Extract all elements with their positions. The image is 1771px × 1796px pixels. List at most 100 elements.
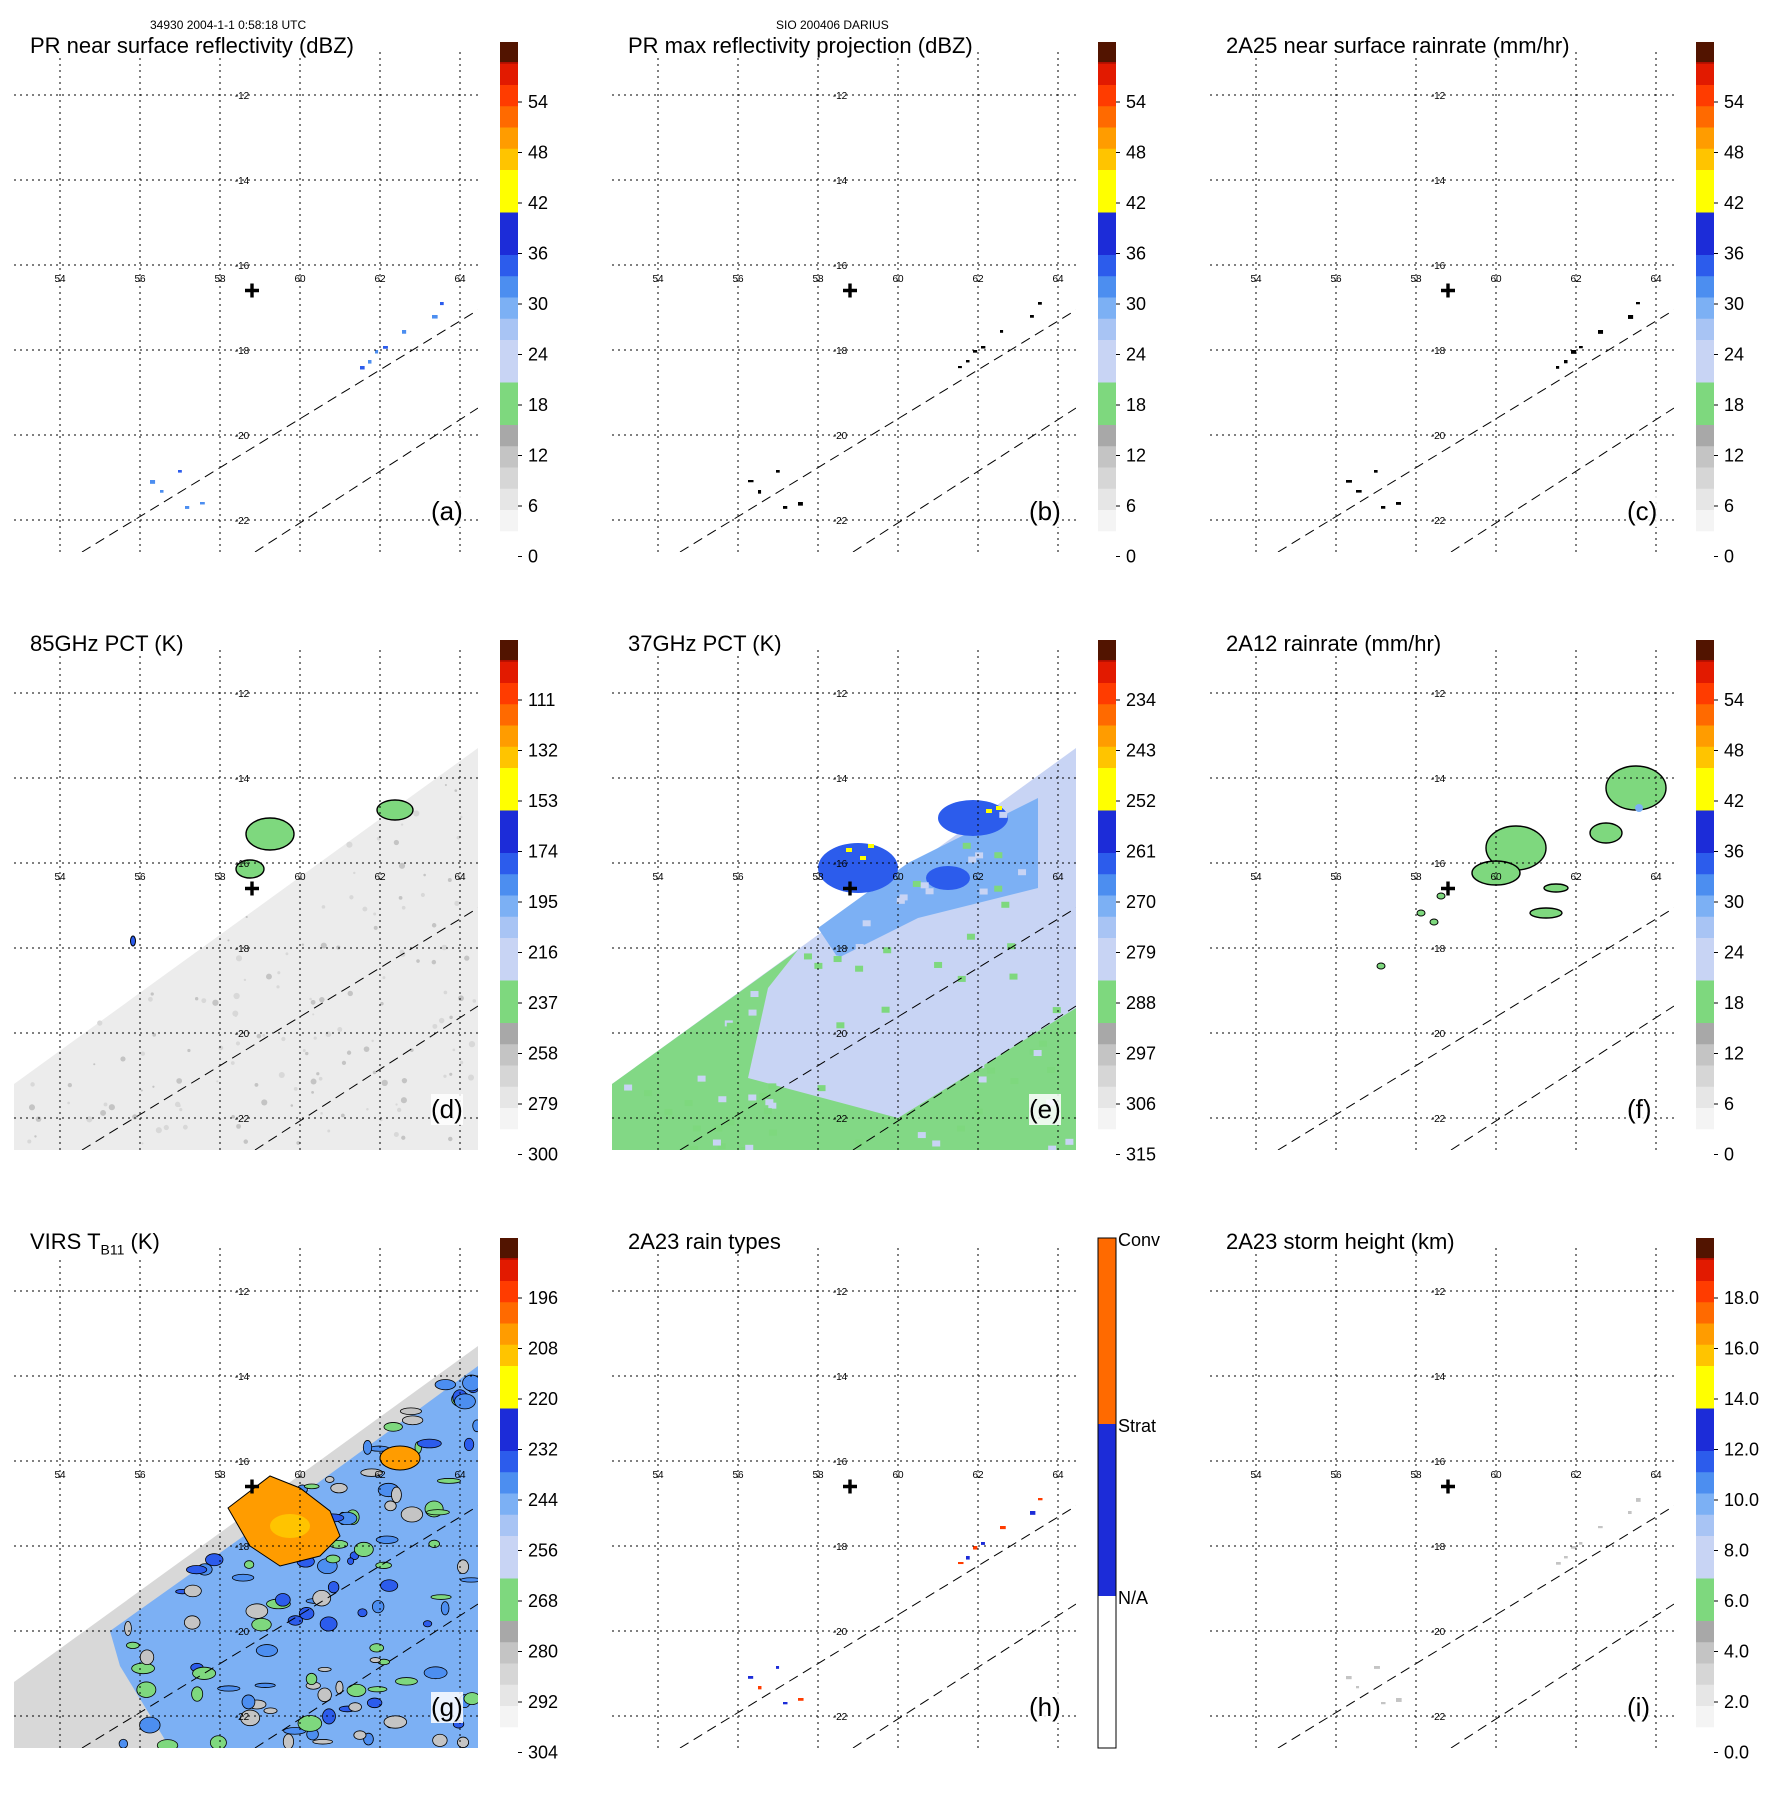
pct37-pixel xyxy=(934,961,943,968)
pct37-pixel xyxy=(697,1075,706,1082)
colorbar-label: 306 xyxy=(1126,1094,1156,1114)
panel-b-title: PR max reflectivity projection (dBZ) xyxy=(626,33,975,59)
lon-label: 64 xyxy=(1052,872,1064,883)
pct37-pixel xyxy=(624,1084,633,1091)
colorbar-band xyxy=(500,1365,518,1388)
pct85-pixel xyxy=(393,1131,399,1138)
lat-label: -22 xyxy=(1431,1114,1446,1125)
pct85-pixel xyxy=(179,1108,183,1112)
panel-d-title: 85GHz PCT (K) xyxy=(28,631,186,657)
pct85-pixel xyxy=(400,1097,407,1104)
colorbar-label: 18 xyxy=(1126,395,1146,415)
colorbar-band xyxy=(1696,1684,1714,1706)
lat-label: -18 xyxy=(833,1542,848,1553)
pct85-pixel xyxy=(459,1060,464,1065)
pct85-pixel xyxy=(398,862,406,869)
header-storm-id: SIO 200406 DARIUS xyxy=(776,18,889,32)
colorbar-label: 280 xyxy=(528,1642,558,1662)
colorbar-label: 0 xyxy=(1724,1145,1734,1165)
lat-label: -16 xyxy=(235,261,250,272)
colorbar-band xyxy=(500,212,518,234)
pr-echo xyxy=(973,350,978,353)
lat-label: -16 xyxy=(1431,261,1446,272)
panel-g-title: VIRS TB11 (K) xyxy=(28,1229,162,1258)
pct85-pixel xyxy=(148,996,153,1002)
pr-echo xyxy=(1030,315,1034,318)
virs-cloud-element xyxy=(432,1733,448,1747)
pct37-pixel xyxy=(964,944,973,951)
colorbar-band xyxy=(500,1280,518,1303)
colorbar-label: 6 xyxy=(1126,496,1136,516)
colorbar-band xyxy=(500,275,518,298)
colorbar: 111 132 153 174 195 216 237 258 279 300 xyxy=(500,640,558,1165)
lat-label: -22 xyxy=(1431,1712,1446,1723)
colorbar-label: 30 xyxy=(1724,294,1744,314)
pct37-pixel xyxy=(994,852,1003,859)
colorbar-label: 12 xyxy=(1724,1044,1744,1064)
virs-cloud-element xyxy=(325,1554,341,1564)
pct37-pixel xyxy=(748,1009,757,1016)
virs-cloud-element xyxy=(371,1600,385,1614)
pct85-pixel xyxy=(67,1101,71,1105)
colorbar-label: 42 xyxy=(528,193,548,213)
colorbar-label: 196 xyxy=(528,1288,558,1308)
colorbar-band xyxy=(1098,63,1116,85)
pct37-pixel xyxy=(1066,836,1075,843)
colorbar: 54 48 42 36 30 24 18 12 6 0 xyxy=(1098,42,1146,567)
lon-label: 64 xyxy=(454,872,466,883)
pct37-pixel xyxy=(957,975,966,982)
colorbar-label: 237 xyxy=(528,993,558,1013)
pct85-pixel xyxy=(456,835,461,840)
pr-echo xyxy=(958,1562,964,1565)
pct37-core xyxy=(996,806,1002,810)
pct37-pixel xyxy=(987,1067,996,1074)
pct37-pixel xyxy=(1038,1040,1047,1047)
virs-cloud-element xyxy=(357,1608,368,1618)
pct37-cold-cell xyxy=(938,800,1008,836)
colorbar-band xyxy=(1696,1301,1714,1324)
colorbar-band xyxy=(1696,1599,1714,1621)
pr-swath-edge xyxy=(679,1505,1076,1748)
lon-label: 58 xyxy=(1410,274,1422,285)
pct85-pixel xyxy=(310,1078,317,1085)
lat-label: -20 xyxy=(833,1029,848,1040)
lon-label: 58 xyxy=(812,872,824,883)
pct85-pixel xyxy=(373,912,377,916)
colorbar-label: 24 xyxy=(1724,345,1744,365)
pct37-pixel xyxy=(718,1096,727,1103)
pct37-core xyxy=(868,844,874,848)
lat-label: -20 xyxy=(235,431,250,442)
pct37-pixel xyxy=(692,1125,701,1132)
colorbar-band xyxy=(1696,233,1714,255)
pr-swath-edge xyxy=(1277,309,1674,552)
colorbar-band xyxy=(1696,1280,1714,1303)
panel-b-map: 54 56 58 60 62 64-12-14-16-18-20-225448423630… xyxy=(612,42,1146,567)
colorbar-label: 244 xyxy=(528,1490,558,1510)
storm-center-marker xyxy=(843,1479,857,1494)
colorbar-band xyxy=(1696,703,1714,726)
colorbar-band xyxy=(1098,318,1116,340)
pct37-pixel xyxy=(860,1014,869,1021)
rain-area xyxy=(1589,822,1623,844)
pct37-cold-cell xyxy=(926,866,970,890)
lon-label: 56 xyxy=(134,274,146,285)
lon-label: 54 xyxy=(1250,872,1262,883)
pct85-cold-cell xyxy=(245,817,295,851)
pct37-pixel xyxy=(690,1145,699,1150)
lat-label: -12 xyxy=(1431,1287,1446,1298)
virs-cloud-element xyxy=(156,1739,179,1748)
pct85-pixel xyxy=(262,1033,266,1037)
pct37-pixel xyxy=(855,1139,864,1146)
colorbar-label: N/A xyxy=(1118,1588,1148,1608)
colorbar-band xyxy=(1098,852,1116,875)
pct37-pixel xyxy=(1061,994,1070,1001)
colorbar-band xyxy=(1098,509,1116,532)
colorbar-band xyxy=(1098,831,1116,853)
colorbar-label: 48 xyxy=(1126,143,1146,163)
colorbar-band xyxy=(1696,63,1714,85)
panel-d-label: (d) xyxy=(431,1094,463,1125)
colorbar-label: 258 xyxy=(528,1044,558,1064)
pct37-pixel xyxy=(714,1125,723,1132)
colorbar-label: 288 xyxy=(1126,993,1156,1013)
pct37-core xyxy=(846,848,852,852)
